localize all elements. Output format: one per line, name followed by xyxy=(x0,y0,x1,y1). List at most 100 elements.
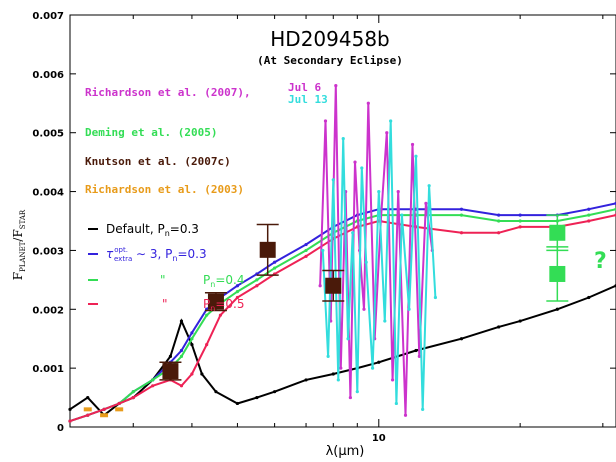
series-point xyxy=(179,348,184,353)
series-point xyxy=(102,407,106,411)
series-point xyxy=(377,189,381,194)
richardson-2003-point xyxy=(83,407,92,412)
y-tick-label: 0.007 xyxy=(32,11,64,22)
series-point xyxy=(304,248,308,253)
series-point xyxy=(353,160,357,164)
series-point xyxy=(417,354,421,358)
data-markers xyxy=(159,214,569,381)
series-point xyxy=(190,331,194,335)
series-point xyxy=(518,319,522,323)
series-point xyxy=(383,319,387,323)
series-point xyxy=(214,390,218,394)
series-point xyxy=(235,295,240,300)
series-point xyxy=(235,290,240,294)
series-point xyxy=(190,372,194,376)
series-point xyxy=(205,343,209,347)
axis-ticks: 0 0.001 0.002 0.003 0.004 0.005 0.006 0.007 10 xyxy=(32,11,616,444)
series-point xyxy=(421,407,425,411)
series-point xyxy=(179,384,184,388)
series-point xyxy=(235,284,240,288)
legend-pn05: Pn=0.5 xyxy=(203,297,244,313)
series-point xyxy=(326,354,330,358)
richardson-2003-point xyxy=(100,413,109,418)
series-point xyxy=(255,278,259,282)
legend-default: Default, Pn=0.3 xyxy=(106,222,199,238)
y-tick-label: 0.005 xyxy=(32,129,64,140)
series-point xyxy=(587,213,591,217)
richardson-2003-point xyxy=(115,407,124,412)
series-point xyxy=(200,372,204,376)
series-point xyxy=(360,166,364,170)
series-point xyxy=(331,372,335,376)
series-point xyxy=(459,337,464,341)
series-point xyxy=(218,313,223,317)
series-point xyxy=(168,354,173,358)
series-point xyxy=(304,254,308,258)
series-point xyxy=(190,343,194,347)
legend-pn04-ditto: " xyxy=(160,273,166,287)
y-axis-label: FPLANET/FSTAR xyxy=(11,209,27,280)
question-mark: ? xyxy=(594,249,607,274)
series-point xyxy=(151,378,155,382)
legend-observations: Richardson et al. (2007), Jul 6 Jul 13 D… xyxy=(85,81,328,196)
series-point xyxy=(394,401,398,406)
series-point xyxy=(389,119,393,123)
series-point xyxy=(323,119,328,123)
series-point xyxy=(131,390,135,394)
y-tick-label: 0.003 xyxy=(32,246,64,257)
series-point xyxy=(68,407,72,411)
x-axis-label: λ(μm) xyxy=(326,444,365,459)
series-point xyxy=(339,366,343,370)
series-point xyxy=(179,319,184,323)
series-point xyxy=(346,337,350,341)
series-point xyxy=(205,313,209,317)
series-point xyxy=(555,307,559,311)
series-point xyxy=(518,219,522,223)
data-point-square xyxy=(162,363,179,380)
chart-subtitle: (At Secondary Eclipse) xyxy=(257,54,403,67)
y-tick-label: 0.006 xyxy=(32,70,64,81)
series-point xyxy=(459,207,464,211)
series-point xyxy=(355,390,359,394)
series-point xyxy=(255,284,259,288)
series-point xyxy=(427,184,431,188)
series-point xyxy=(341,137,345,141)
series-point xyxy=(336,378,340,382)
series-point xyxy=(400,213,404,217)
y-tick-label: 0.004 xyxy=(32,188,64,199)
series-point xyxy=(518,225,522,229)
series-point xyxy=(321,248,325,253)
y-tick-label: 0.002 xyxy=(32,305,64,316)
y-tick-label: 0 xyxy=(57,423,64,434)
legend-knutson-2007c: Knutson et al. (2007c) xyxy=(85,155,231,168)
series-point xyxy=(351,231,355,235)
series-point xyxy=(587,207,591,211)
series-point xyxy=(410,142,415,147)
series-point xyxy=(364,260,368,264)
y-tick-label: 0.001 xyxy=(32,364,64,375)
series-point xyxy=(86,413,90,417)
series-point xyxy=(86,395,90,400)
series-point xyxy=(414,154,418,158)
legend-pn05-ditto: " xyxy=(162,297,168,311)
series-point xyxy=(190,337,194,341)
data-point-square xyxy=(325,277,342,294)
series-point xyxy=(255,395,259,400)
series-point xyxy=(304,378,308,382)
legend-models: Default, Pn=0.3 τopt. extra ∼ 3, Pn=0.3 " … xyxy=(88,222,244,313)
series-point xyxy=(131,395,135,400)
series-point xyxy=(179,354,184,358)
series-point xyxy=(334,84,338,88)
series-point xyxy=(390,378,395,382)
series-point xyxy=(403,413,408,417)
series-point xyxy=(151,384,155,388)
legend-richardson-2003: Richardson et al. (2003) xyxy=(85,183,244,196)
series-point xyxy=(385,131,389,135)
series-point xyxy=(497,325,501,329)
series-point xyxy=(497,213,501,217)
series-point xyxy=(348,395,352,400)
legend-deming-2005: Deming et al. (2005) xyxy=(85,126,217,139)
series-point xyxy=(362,307,366,311)
data-point-square xyxy=(259,241,276,258)
